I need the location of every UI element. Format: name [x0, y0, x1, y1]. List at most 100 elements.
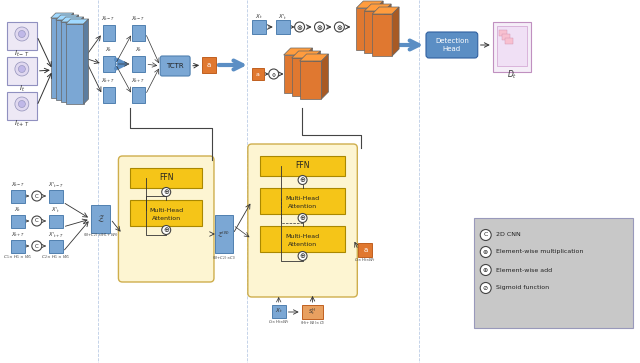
Polygon shape: [384, 4, 391, 53]
Bar: [474, 218, 633, 328]
Text: $\oplus$: $\oplus$: [483, 266, 489, 274]
Bar: [66, 24, 84, 104]
Text: $X'_{t+T}$: $X'_{t+T}$: [48, 231, 63, 240]
Bar: [272, 305, 285, 318]
Bar: [49, 215, 63, 228]
Text: $\mathcal{Z}$: $\mathcal{Z}$: [97, 214, 104, 224]
Bar: [132, 56, 145, 72]
Text: $\oplus$: $\oplus$: [163, 188, 170, 196]
Bar: [132, 87, 145, 103]
Text: $D_t$: $D_t$: [506, 69, 516, 81]
Text: Attention: Attention: [288, 241, 317, 246]
Text: $X_t$: $X_t$: [105, 45, 112, 54]
Bar: [493, 22, 531, 72]
FancyBboxPatch shape: [426, 32, 477, 58]
Circle shape: [162, 225, 171, 234]
Bar: [372, 14, 392, 56]
Bar: [504, 38, 513, 44]
Text: Detection: Detection: [435, 38, 469, 44]
Bar: [7, 57, 37, 85]
Text: $\otimes$: $\otimes$: [316, 23, 323, 32]
Bar: [260, 226, 346, 252]
Bar: [202, 57, 216, 73]
Circle shape: [162, 188, 171, 196]
Polygon shape: [61, 17, 84, 22]
FancyBboxPatch shape: [248, 144, 357, 297]
Text: C: C: [35, 219, 38, 224]
Circle shape: [19, 30, 26, 37]
Text: $I_{t+T}$: $I_{t+T}$: [14, 119, 29, 129]
Text: $(H_t\!+\!W_t)\!\times\!C_0$: $(H_t\!+\!W_t)\!\times\!C_0$: [300, 319, 325, 327]
Circle shape: [32, 241, 42, 251]
Bar: [131, 168, 202, 188]
Text: $\oplus$: $\oplus$: [299, 213, 306, 223]
Polygon shape: [364, 4, 391, 11]
Text: TCTR: TCTR: [166, 63, 184, 69]
Text: $X_{t+T}$: $X_{t+T}$: [101, 77, 116, 85]
Text: $X_t$: $X_t$: [275, 306, 282, 315]
Bar: [49, 190, 63, 203]
Circle shape: [298, 213, 307, 223]
Circle shape: [15, 62, 29, 76]
Bar: [499, 30, 507, 36]
Polygon shape: [321, 54, 328, 99]
Bar: [11, 215, 25, 228]
Circle shape: [298, 252, 307, 261]
Text: $X_t$: $X_t$: [255, 13, 262, 21]
Polygon shape: [292, 51, 321, 58]
Polygon shape: [376, 1, 383, 50]
Text: C: C: [35, 193, 38, 199]
Text: Element-wise multiplication: Element-wise multiplication: [495, 249, 583, 254]
Circle shape: [335, 22, 344, 32]
Bar: [358, 243, 372, 257]
Text: $X'_t$: $X'_t$: [51, 205, 60, 215]
Text: Sigmoid function: Sigmoid function: [495, 286, 548, 290]
Text: FFN: FFN: [295, 162, 310, 171]
Text: $\oplus$: $\oplus$: [299, 175, 306, 184]
Text: $X_{t-T}$: $X_{t-T}$: [11, 180, 25, 189]
Bar: [102, 25, 115, 41]
Bar: [497, 26, 527, 66]
Text: $C_t\!\times\!H_t\!\times\!W_t$: $C_t\!\times\!H_t\!\times\!W_t$: [268, 318, 290, 326]
Polygon shape: [314, 51, 321, 96]
Text: $X_t$: $X_t$: [14, 205, 22, 215]
Polygon shape: [392, 7, 399, 56]
Circle shape: [480, 229, 491, 241]
Circle shape: [15, 27, 29, 41]
Bar: [215, 215, 233, 253]
Circle shape: [480, 282, 491, 294]
Text: Attention: Attention: [152, 216, 180, 220]
Bar: [252, 68, 264, 80]
Text: $\otimes$: $\otimes$: [483, 248, 489, 256]
Text: $X_{t-T}$: $X_{t-T}$: [131, 15, 145, 24]
Text: $\circ$: $\circ$: [271, 69, 277, 79]
Text: Multi-Head: Multi-Head: [285, 233, 319, 238]
Circle shape: [480, 246, 491, 257]
Polygon shape: [300, 54, 328, 61]
Bar: [356, 8, 376, 50]
Text: Element-wise add: Element-wise add: [495, 268, 552, 273]
Bar: [260, 188, 346, 214]
Text: $S^H_t$: $S^H_t$: [308, 307, 317, 317]
Text: $X'_{t-T}$: $X'_{t-T}$: [48, 180, 63, 189]
Circle shape: [32, 191, 42, 201]
Text: $X_{t+T}$: $X_{t+T}$: [11, 231, 25, 240]
Bar: [49, 240, 63, 253]
FancyBboxPatch shape: [160, 56, 190, 76]
Text: 2D CNN: 2D CNN: [495, 232, 520, 237]
Circle shape: [314, 22, 324, 32]
Polygon shape: [84, 19, 88, 104]
Text: Attention: Attention: [288, 204, 317, 208]
Polygon shape: [79, 17, 84, 102]
Text: a: a: [207, 62, 211, 68]
Circle shape: [294, 22, 305, 32]
Bar: [260, 156, 346, 176]
Bar: [276, 20, 290, 34]
Text: $X_{t-T}$: $X_{t-T}$: [101, 15, 116, 24]
Bar: [364, 11, 384, 53]
Bar: [56, 20, 74, 100]
Circle shape: [269, 69, 278, 79]
Text: $X'_t$: $X'_t$: [278, 12, 287, 21]
Text: $X_t$: $X_t$: [134, 45, 142, 54]
Circle shape: [19, 65, 26, 73]
